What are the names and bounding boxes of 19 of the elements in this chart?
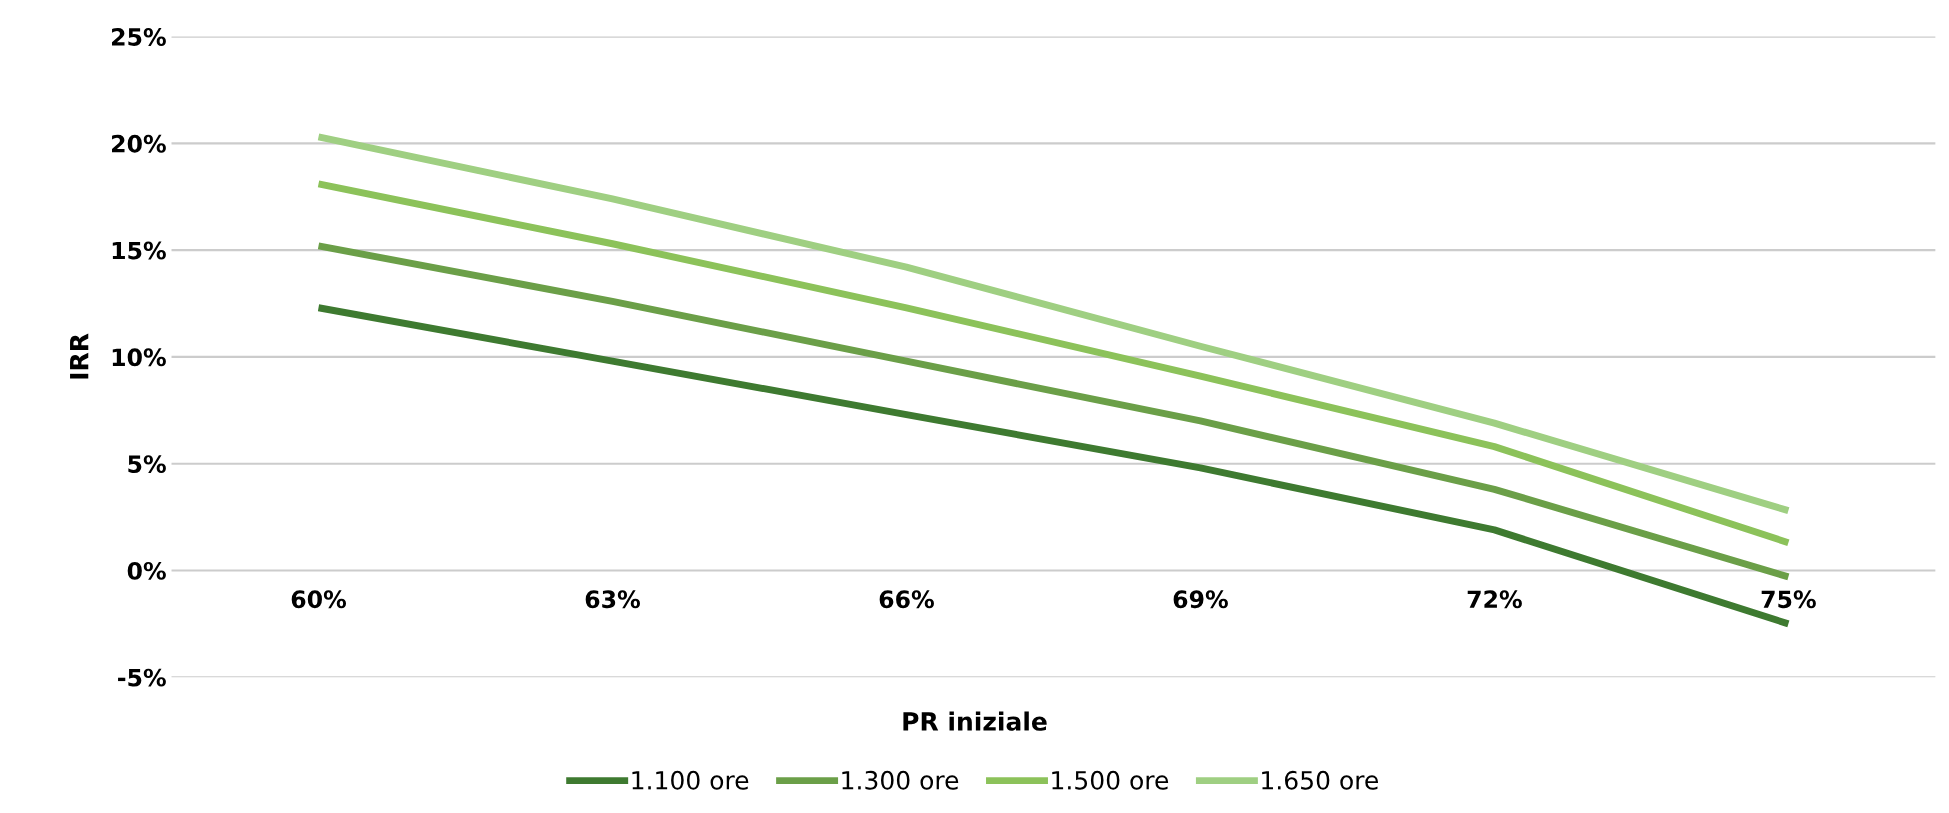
y-tick-label: 20% xyxy=(112,134,166,153)
x-axis-title: PR iniziale xyxy=(903,711,1047,731)
legend-label: 1.300 ore xyxy=(842,770,959,790)
y-tick-label: 15% xyxy=(112,241,166,260)
x-tick-label: 63% xyxy=(585,590,640,609)
y-tick-label: 25% xyxy=(112,28,166,46)
y-tick-label: -5% xyxy=(118,668,166,687)
x-tick-label: 60% xyxy=(291,590,347,609)
legend-label: 1.500 ore xyxy=(1052,770,1169,790)
y-tick-label: 5% xyxy=(128,455,166,473)
y-axis-title: IRR xyxy=(70,333,89,379)
legend-label: 1.650 ore xyxy=(1262,770,1378,790)
y-tick-label: 0% xyxy=(127,561,166,580)
y-tick-label: 10% xyxy=(112,348,166,367)
legend-label: 1.100 ore xyxy=(632,770,749,790)
x-tick-label: 69% xyxy=(1173,590,1228,609)
x-tick-label: 75% xyxy=(1761,590,1816,609)
x-tick-label: 66% xyxy=(879,590,934,609)
x-tick-label: 72% xyxy=(1467,590,1522,609)
